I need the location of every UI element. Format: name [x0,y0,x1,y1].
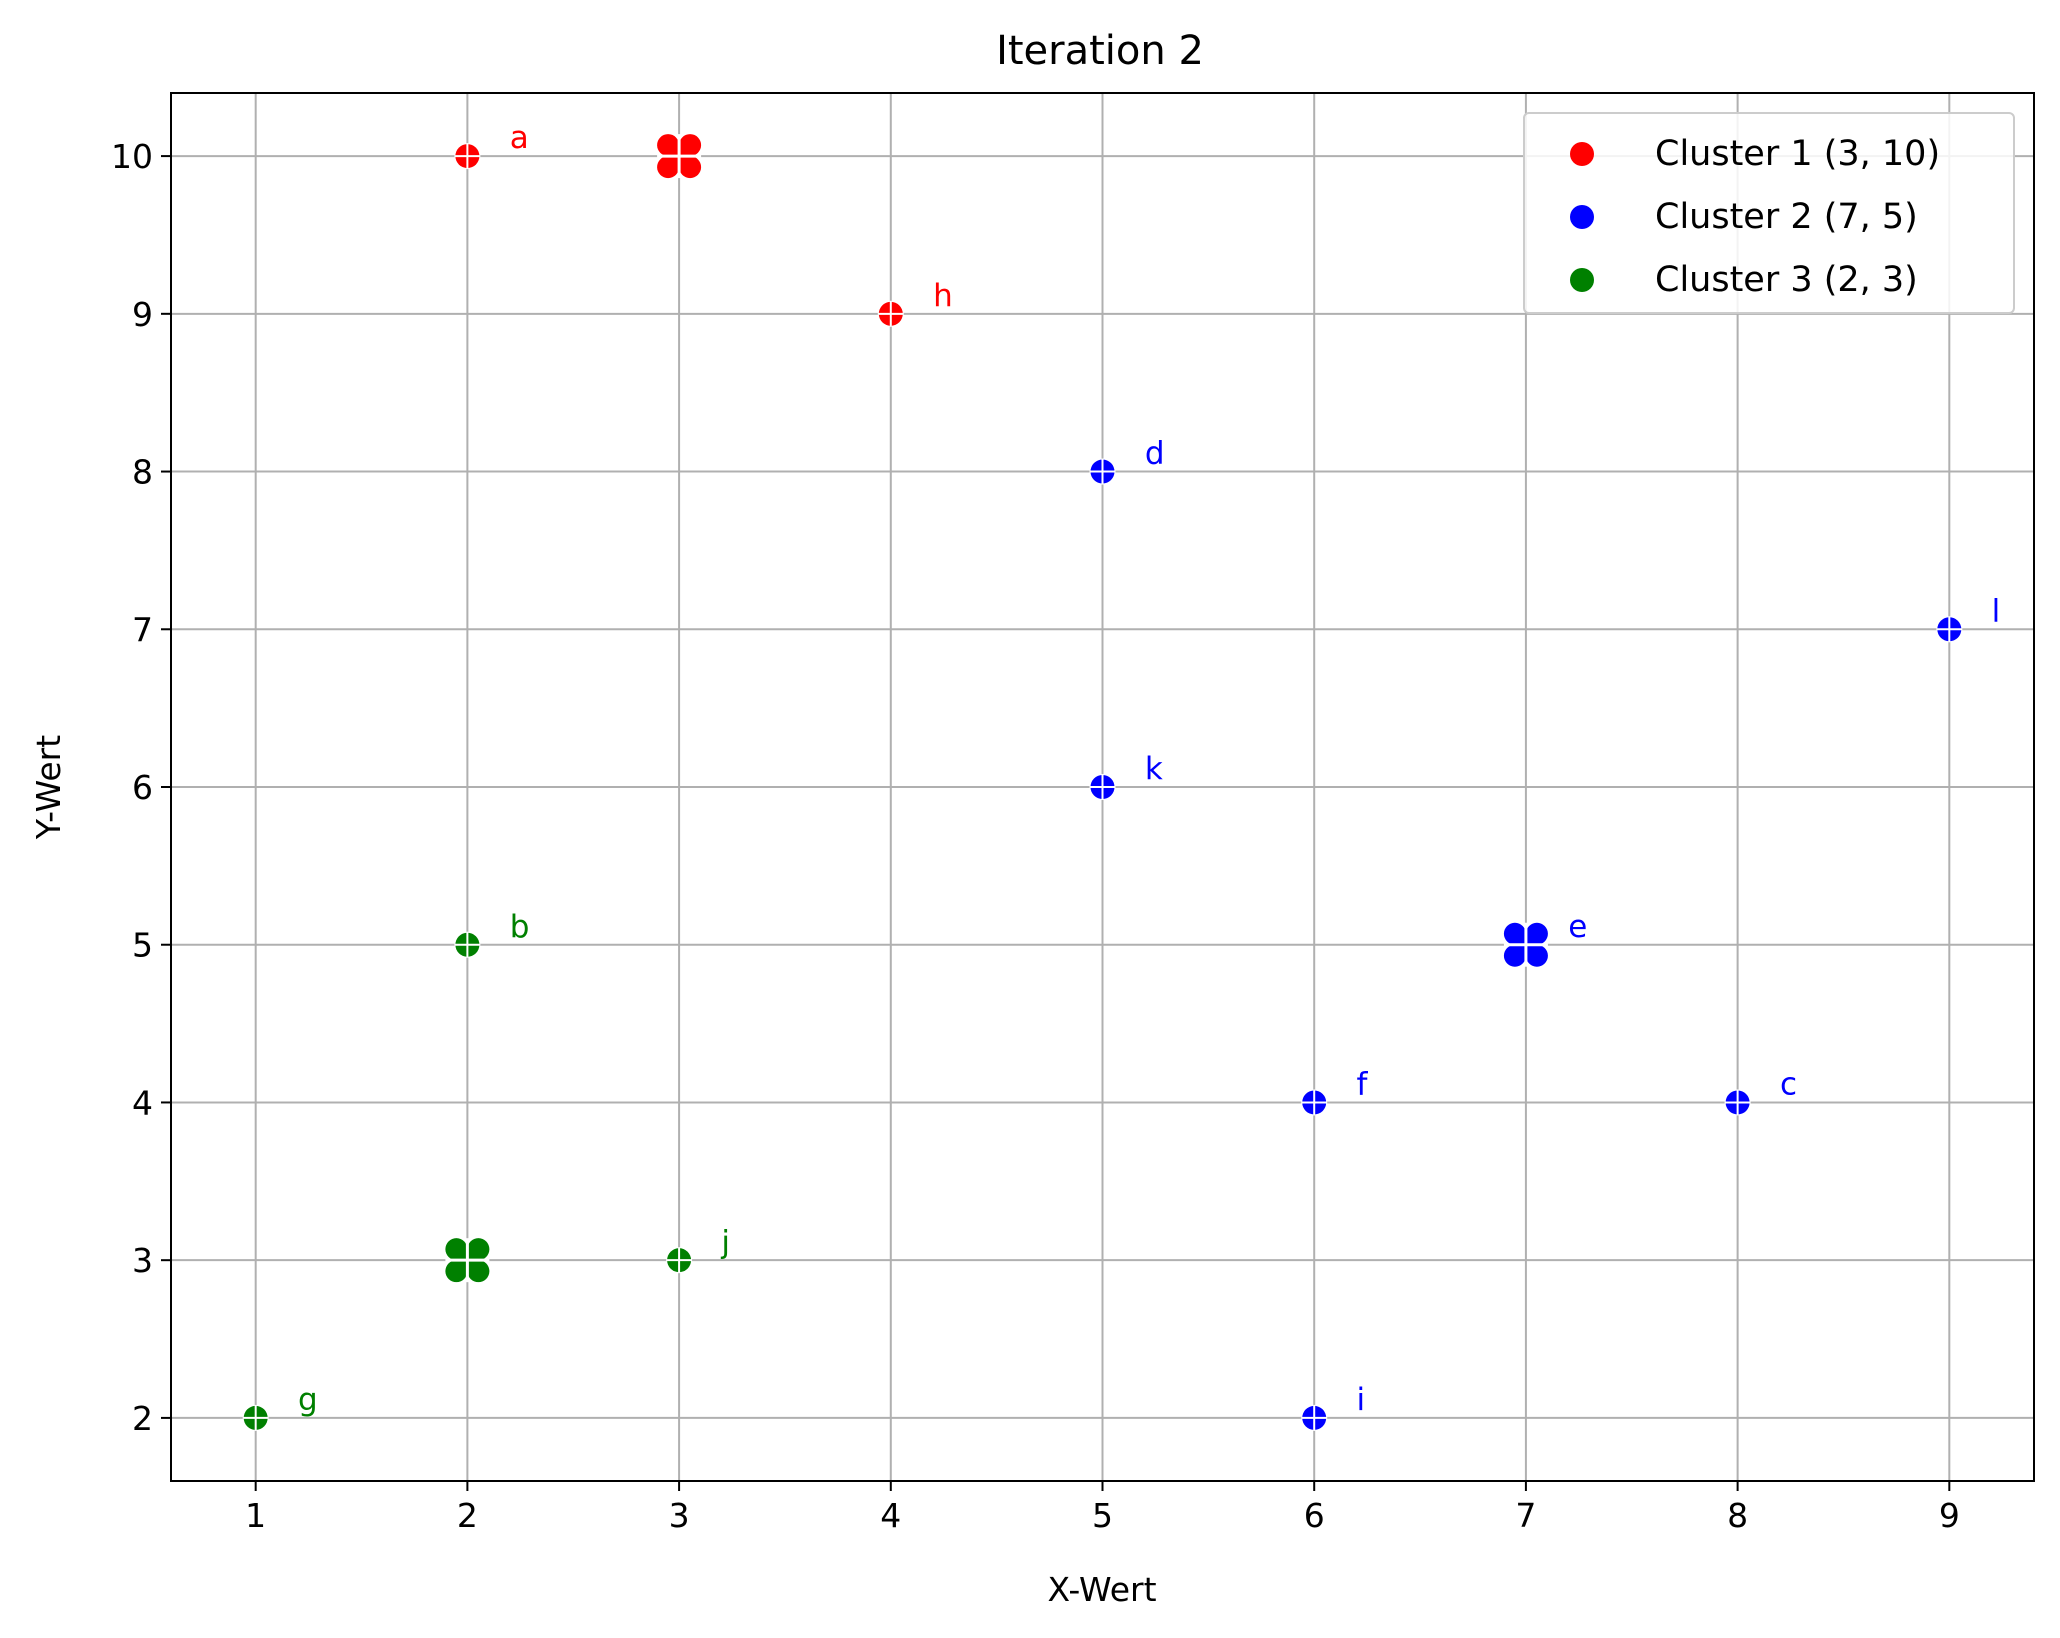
point-label-j: j [720,1224,730,1260]
x-tick-label: 5 [1092,1496,1113,1535]
y-axis-title: Y-Wert [29,735,68,840]
centroid-marker-cluster-1 [657,134,702,179]
x-tick-label: 4 [880,1496,901,1535]
x-tick-label: 9 [1939,1496,1960,1535]
plot-data: a h d l k f c i b j g e [242,120,2001,1431]
x-tick-label: 8 [1727,1496,1748,1535]
centroid-marker-cluster-2 [1503,922,1548,967]
legend-label-cluster-3: Cluster 3 (2, 3) [1655,260,1918,300]
chart-title: Iteration 2 [996,28,1204,74]
point-label-g: g [298,1382,318,1418]
x-axis-title: X-Wert [1047,1570,1156,1609]
y-tick-label: 4 [132,1083,153,1122]
legend: Cluster 1 (3, 10) Cluster 2 (7, 5) Cluster… [1523,112,2015,314]
y-tick-label: 3 [132,1241,153,1280]
x-tick-label: 3 [669,1496,690,1535]
y-tick-label: 7 [132,610,153,649]
y-tick-label: 10 [111,137,153,176]
axis-ticks: 1 2 3 4 5 6 7 8 9 2 3 4 5 6 7 8 9 10 [111,137,1960,1535]
y-tick-label: 8 [132,453,153,492]
point-label-e: e [1568,909,1587,945]
x-tick-label: 6 [1304,1496,1325,1535]
point-label-f: f [1357,1067,1369,1103]
point-label-l: l [1992,593,2001,629]
point-label-a: a [510,120,529,156]
legend-marker-cluster-2 [1570,205,1594,229]
y-tick-label: 2 [132,1399,153,1438]
point-label-d: d [1145,436,1165,472]
point-label-b: b [510,909,530,945]
legend-marker-cluster-3 [1570,268,1594,292]
x-tick-label: 7 [1515,1496,1536,1535]
legend-label-cluster-1: Cluster 1 (3, 10) [1655,134,1940,174]
centroid-marker-cluster-3 [445,1238,490,1283]
legend-marker-cluster-1 [1570,142,1594,166]
legend-label-cluster-2: Cluster 2 (7, 5) [1655,197,1918,237]
point-label-k: k [1145,751,1163,787]
y-tick-label: 9 [132,295,153,334]
y-tick-label: 6 [132,768,153,807]
x-tick-label: 1 [245,1496,266,1535]
point-label-c: c [1780,1067,1797,1103]
point-label-h: h [933,278,953,314]
y-tick-label: 5 [132,926,153,965]
x-tick-label: 2 [457,1496,478,1535]
legend-box [1523,112,2015,314]
point-label-i: i [1357,1382,1366,1418]
